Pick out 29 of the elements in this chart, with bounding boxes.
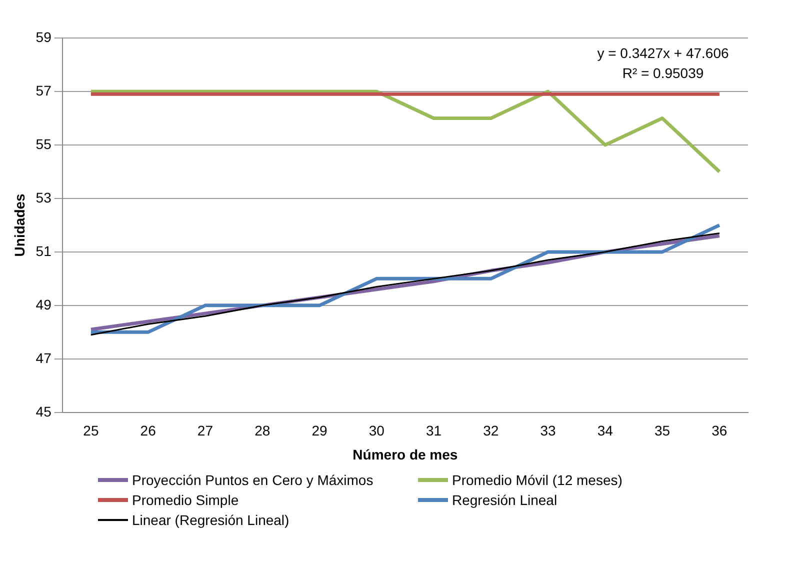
legend-label: Regresión Lineal: [452, 492, 558, 508]
x-tick-label: 30: [368, 422, 385, 439]
annotation: R² = 0.95039: [622, 65, 704, 81]
x-tick-label: 36: [712, 422, 728, 439]
legend-label: Proyección Puntos en Cero y Máximos: [132, 472, 374, 488]
y-tick-label: 59: [36, 28, 52, 45]
y-tick-label: 51: [36, 242, 52, 259]
y-tick-label: 49: [36, 296, 52, 312]
x-tick-label: 34: [597, 422, 614, 439]
annotation: y = 0.3427x + 47.606: [597, 45, 729, 61]
x-tick-label: 33: [540, 422, 556, 439]
y-tick-label: 47: [36, 350, 52, 366]
legend-label: Promedio Simple: [132, 492, 239, 508]
x-tick-label: 28: [254, 422, 270, 439]
x-tick-label: 35: [654, 422, 670, 439]
x-tick-label: 25: [83, 422, 99, 439]
legend-label: Promedio Móvil (12 meses): [452, 472, 622, 488]
x-axis-title: Número de mes: [352, 446, 458, 462]
x-tick-label: 32: [483, 422, 499, 439]
y-tick-label: 57: [36, 82, 52, 98]
y-tick-label: 53: [36, 189, 52, 206]
y-tick-label: 45: [36, 403, 52, 420]
x-tick-label: 26: [140, 422, 156, 439]
x-tick-label: 31: [426, 422, 442, 439]
y-axis-title: Unidades: [11, 193, 28, 257]
legend-label: Linear (Regresión Lineal): [132, 512, 290, 528]
x-tick-label: 27: [197, 422, 214, 439]
x-tick-label: 29: [312, 422, 328, 439]
y-tick-label: 55: [36, 136, 52, 152]
